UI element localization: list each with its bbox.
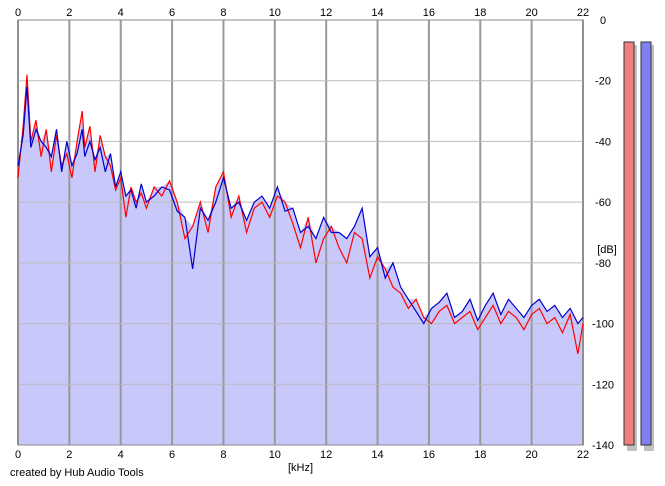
level-meter-right (640, 41, 652, 446)
x-tick-label-top: 4 (118, 7, 124, 19)
x-tick-label-top: 2 (66, 7, 72, 19)
x-tick-label-top: 16 (423, 7, 435, 19)
spectrum-fill (18, 74, 583, 446)
y-tick-label: -80 (595, 258, 611, 270)
x-tick-label-bottom: 10 (269, 449, 281, 461)
plot-border (17, 19, 584, 446)
x-tick-label-top: 8 (220, 7, 226, 19)
x-axis-label: [kHz] (288, 462, 313, 474)
x-tick-label-top: 10 (269, 7, 281, 19)
y-tick-label: -20 (595, 76, 611, 88)
series-line-left (17, 74, 584, 355)
y-tick-label: -40 (595, 136, 611, 148)
y-axis-label: [dB] (597, 244, 617, 256)
x-tick-label-bottom: 18 (474, 449, 486, 461)
x-tick-label-top: 6 (169, 7, 175, 19)
level-meter-left (623, 41, 635, 446)
x-tick-label-bottom: 14 (371, 449, 383, 461)
series-line-right (17, 86, 584, 325)
x-tick-label-bottom: 4 (118, 449, 124, 461)
x-tick-label-bottom: 22 (577, 449, 589, 461)
y-tick-label: -60 (595, 197, 611, 209)
x-tick-label-bottom: 0 (15, 449, 21, 461)
spectrum-area (18, 74, 583, 446)
y-tick-label: -100 (592, 319, 614, 331)
x-tick-label-top: 22 (577, 7, 589, 19)
x-tick-label-bottom: 8 (220, 449, 226, 461)
footer-credit: created by Hub Audio Tools (10, 467, 144, 479)
y-tick-label: -140 (592, 440, 614, 452)
x-tick-label-bottom: 20 (526, 449, 538, 461)
x-tick-label-top: 20 (526, 7, 538, 19)
spectrum-lines (17, 74, 584, 355)
x-tick-label-top: 14 (371, 7, 383, 19)
level-meters (623, 41, 654, 451)
x-tick-label-top: 18 (474, 7, 486, 19)
x-tick-label-top: 0 (15, 7, 21, 19)
y-tick-label: -120 (592, 379, 614, 391)
x-tick-label-bottom: 16 (423, 449, 435, 461)
grid (17, 19, 584, 446)
y-tick-label: 0 (600, 15, 606, 27)
x-tick-label-top: 12 (320, 7, 332, 19)
x-tick-label-bottom: 6 (169, 449, 175, 461)
x-tick-label-bottom: 12 (320, 449, 332, 461)
x-tick-label-bottom: 2 (66, 449, 72, 461)
tick-labels: 002244668810101212141416161818202022220-… (15, 7, 614, 461)
